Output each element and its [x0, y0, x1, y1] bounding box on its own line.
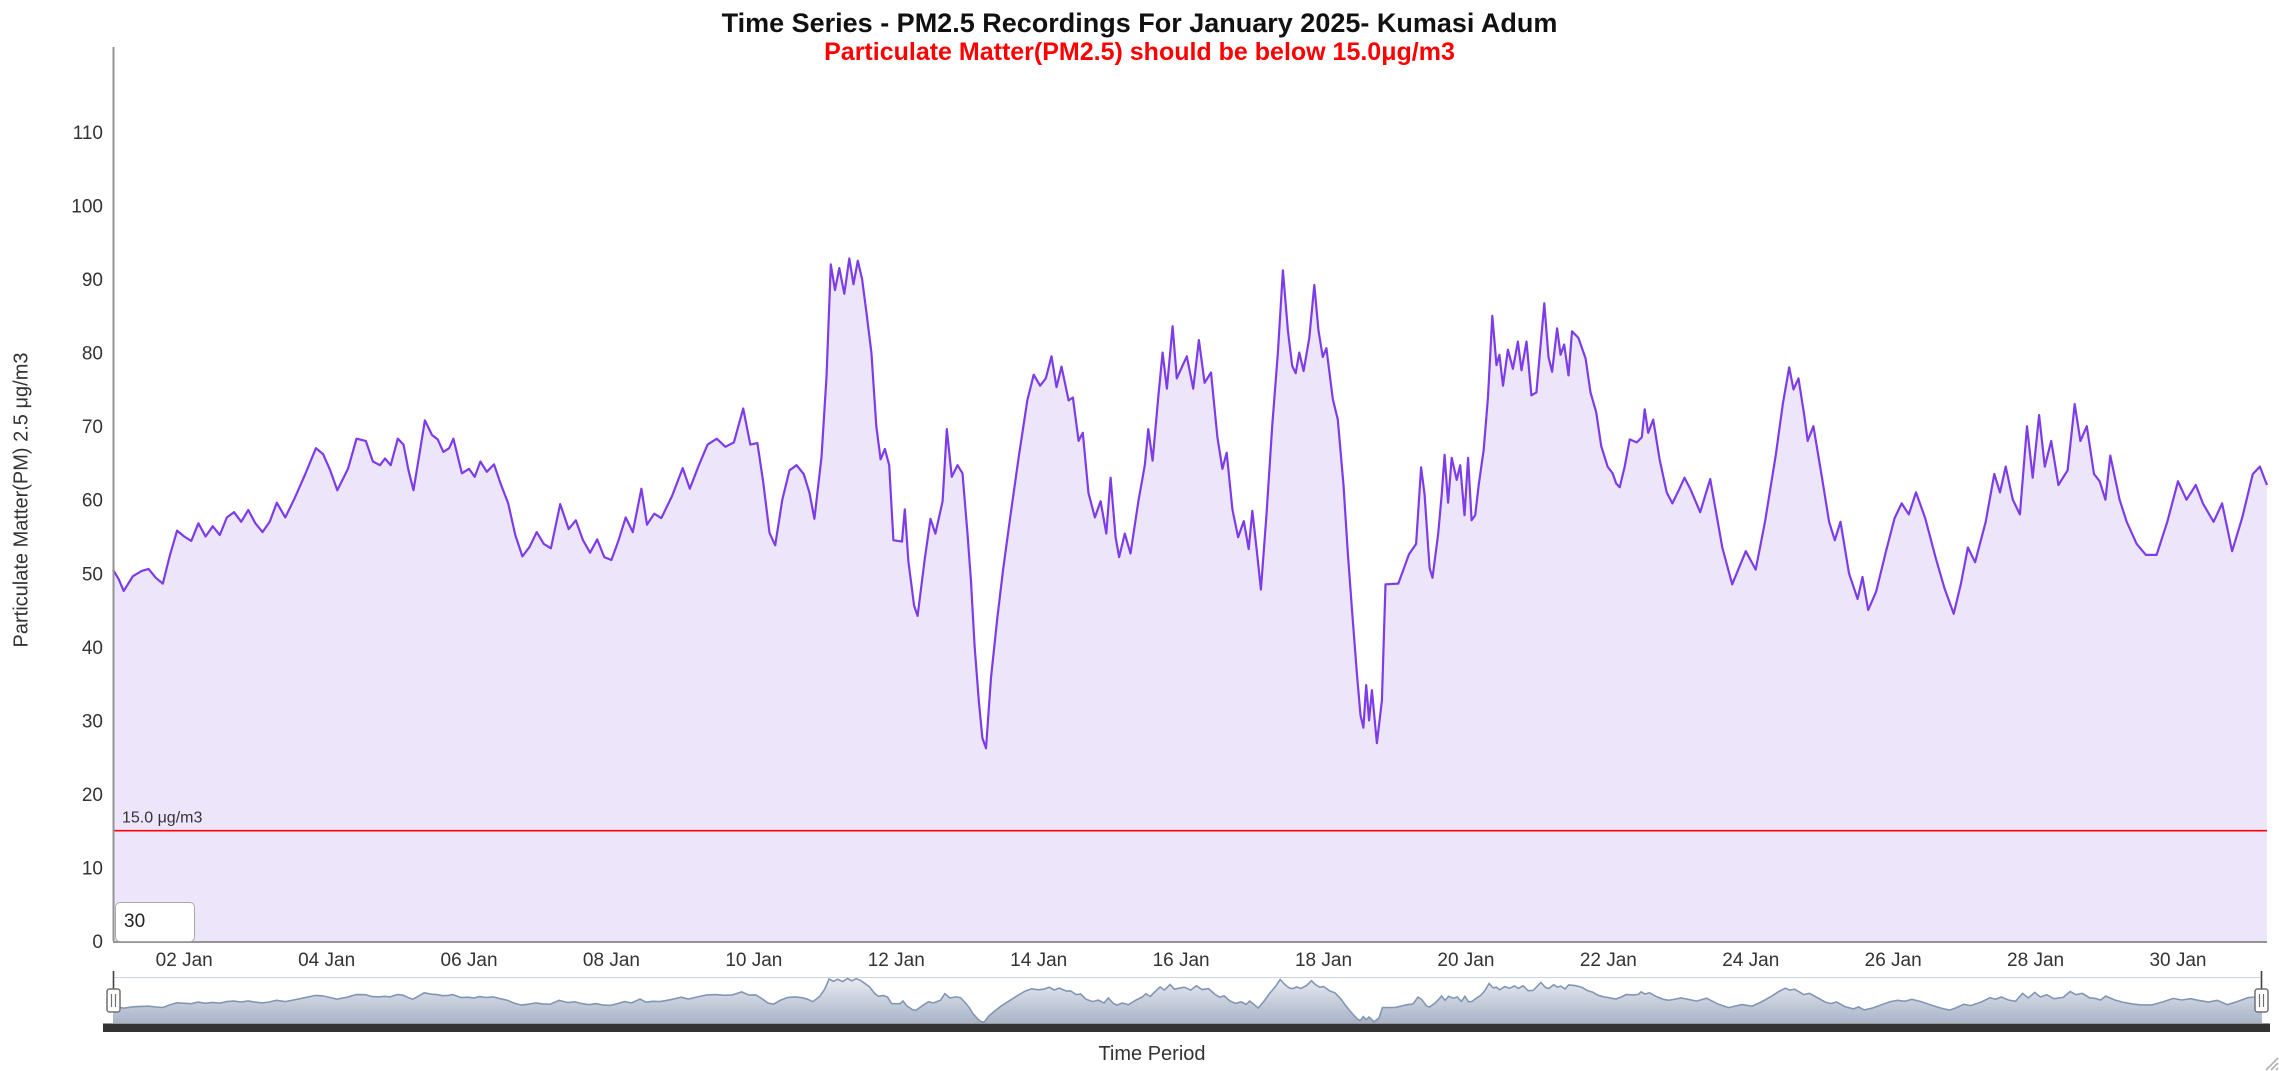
navigator[interactable]: [106, 971, 2269, 1024]
x-tick-label: 08 Jan: [583, 950, 640, 971]
x-tick-label: 30 Jan: [2149, 950, 2206, 971]
chart-title: Time Series - PM2.5 Recordings For Janua…: [721, 8, 1558, 38]
navigator-left-handle-body[interactable]: [106, 988, 121, 1013]
y-tick-label: 0: [92, 932, 103, 953]
x-axis-title: Time Period: [1098, 1043, 1206, 1065]
resize-grip-icon[interactable]: [2262, 1054, 2279, 1071]
x-tick-label: 20 Jan: [1437, 950, 1494, 971]
navigator-scrollbar[interactable]: [103, 1023, 2270, 1033]
y-axis-title: Particulate Matter(PM) 2.5 μg/m3: [10, 352, 33, 648]
x-tick-label: 06 Jan: [441, 950, 498, 971]
x-tick-label: 04 Jan: [298, 950, 355, 971]
x-tick-label: 28 Jan: [2007, 950, 2064, 971]
pm25-series-area[interactable]: [113, 258, 2267, 942]
y-tick-label: 100: [71, 197, 103, 218]
chart-subtitle: Particulate Matter(PM2.5) should be belo…: [824, 38, 1455, 66]
navigator-series-line: [112, 977, 2263, 1024]
x-tick-label: 18 Jan: [1295, 950, 1352, 971]
x-tick-label: 10 Jan: [725, 950, 782, 971]
x-tick-label: 12 Jan: [868, 950, 925, 971]
navigator-right-handle-body[interactable]: [2254, 988, 2269, 1013]
pm25-series-line[interactable]: [112, 257, 2269, 750]
y-tick-label: 110: [73, 123, 103, 144]
y-tick-label: 40: [82, 638, 103, 659]
y-tick-label: 60: [82, 491, 103, 512]
x-tick-label: 16 Jan: [1153, 950, 1210, 971]
y-tick-label: 70: [82, 417, 103, 438]
x-tick-label: 22 Jan: [1580, 950, 1637, 971]
y-tick-label: 90: [82, 270, 103, 291]
navigator-left-handle[interactable]: [106, 988, 121, 1013]
y-tick-label: 50: [82, 564, 103, 585]
x-tick-label: 26 Jan: [1865, 950, 1922, 971]
x-tick-label: 14 Jan: [1010, 950, 1067, 971]
threshold-label: 15.0 μg/m3: [122, 810, 202, 827]
navigator-series-area[interactable]: [113, 978, 2262, 1024]
x-tick-label: 24 Jan: [1722, 950, 1779, 971]
range-input[interactable]: 30: [115, 902, 195, 942]
navigator-right-handle[interactable]: [2254, 988, 2269, 1013]
y-tick-label: 20: [82, 785, 103, 806]
y-tick-label: 80: [82, 344, 103, 365]
y-tick-label: 10: [82, 858, 103, 879]
x-tick-label: 02 Jan: [156, 950, 213, 971]
y-tick-label: 30: [82, 711, 103, 732]
